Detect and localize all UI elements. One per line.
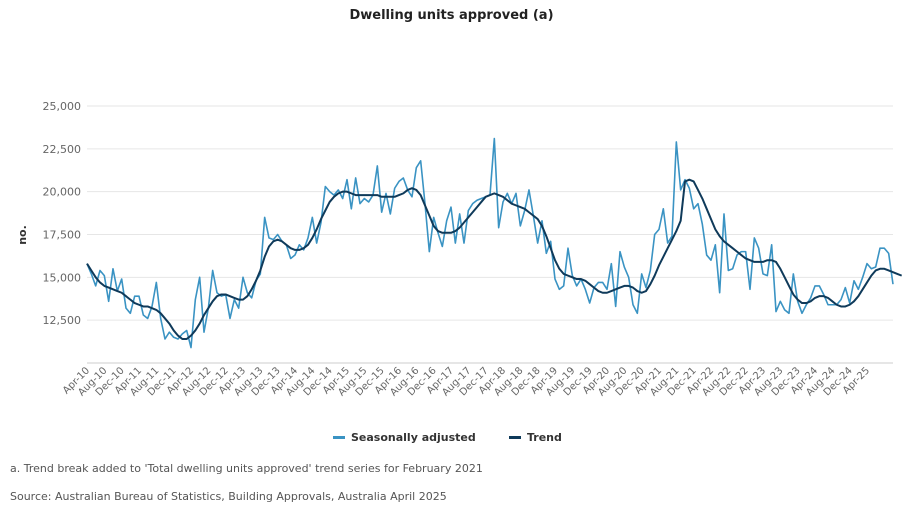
series-line-trend: [86, 178, 903, 341]
y-tick-label: 25,000: [43, 100, 82, 113]
y-tick-label: 17,500: [43, 229, 82, 242]
series-layer: [86, 137, 903, 349]
legend-label: Seasonally adjusted: [351, 431, 476, 444]
x-axis-ticks: Apr-10Aug-10Dec-10Apr-11Aug-11Dec-11Apr-…: [61, 365, 872, 398]
footnote: a. Trend break added to 'Total dwelling …: [10, 462, 483, 475]
line-chart: 12,500 15,000 17,500 20,000 22,500 25,000 Apr…: [16, 100, 903, 398]
source-note: Source: Australian Bureau of Statistics,…: [10, 490, 447, 503]
chart-title: Dwelling units approved (a): [349, 8, 554, 23]
y-tick-label: 22,500: [43, 143, 82, 156]
legend-swatch-seasonally-adjusted: [333, 436, 345, 439]
gridlines: [87, 105, 893, 321]
legend: Seasonally adjusted Trend: [0, 431, 903, 447]
y-tick-label: 20,000: [43, 186, 82, 199]
y-axis-label: no.: [16, 225, 29, 245]
legend-item-seasonally-adjusted[interactable]: Seasonally adjusted: [333, 431, 476, 444]
y-tick-label: 12,500: [43, 314, 82, 327]
legend-item-trend[interactable]: Trend: [509, 431, 562, 444]
legend-label: Trend: [527, 431, 562, 444]
legend-swatch-trend: [509, 436, 521, 439]
y-axis-ticks: 12,500 15,000 17,500 20,000 22,500 25,000: [43, 100, 82, 327]
y-tick-label: 15,000: [43, 271, 82, 284]
series-line-seasonally-adjusted: [86, 137, 894, 349]
